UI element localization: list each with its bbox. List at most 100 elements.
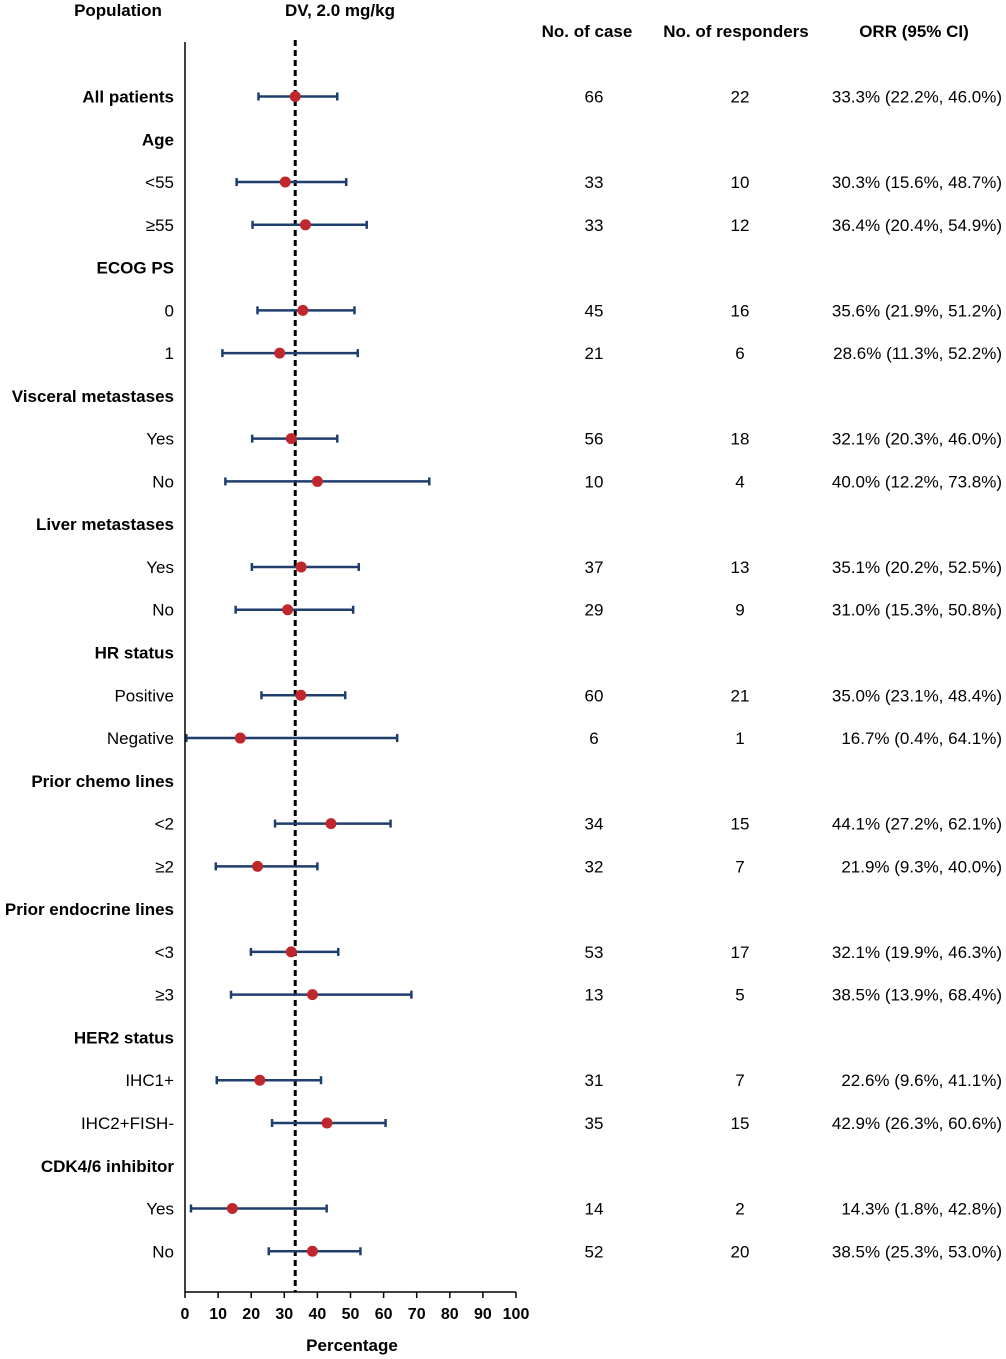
cases-value: 33	[585, 216, 604, 235]
group-label: Age	[142, 130, 174, 149]
responders-value: 4	[735, 472, 744, 491]
x-tick-label: 20	[242, 1306, 260, 1323]
subgroup-label: <55	[145, 173, 174, 192]
estimate-point	[285, 946, 297, 958]
header-responders: No. of responders	[663, 22, 808, 41]
subgroup-label: 0	[165, 301, 174, 320]
rows-layer: All patients 66 22 33.3% (22.2%, 46.0%)Age<…	[5, 40, 1002, 1292]
orr-value: 32.1% (19.9%, 46.3%)	[832, 943, 1002, 962]
subgroup-label: Positive	[114, 686, 174, 705]
responders-value: 7	[735, 857, 744, 876]
responders-value: 20	[731, 1242, 750, 1261]
estimate-point	[234, 732, 246, 744]
orr-value: 30.3% (15.6%, 48.7%)	[832, 173, 1002, 192]
subgroup-label: ≥3	[155, 986, 174, 1005]
orr-value: 33.3% (22.2%, 46.0%)	[832, 88, 1002, 107]
responders-value: 7	[735, 1071, 744, 1090]
subgroup-label: IHC2+FISH-	[81, 1114, 174, 1133]
responders-value: 2	[735, 1200, 744, 1219]
estimate-point	[297, 304, 309, 316]
header-orr: ORR (95% CI)	[859, 22, 969, 41]
orr-value: 14.3% (1.8%, 42.8%)	[841, 1200, 1002, 1219]
responders-value: 15	[731, 815, 750, 834]
subgroup-label: <2	[155, 815, 174, 834]
estimate-point	[254, 1074, 266, 1086]
orr-value: 28.6% (11.3%, 52.2%)	[833, 344, 1002, 363]
cases-value: 60	[585, 686, 604, 705]
subgroup-label: 1	[165, 344, 174, 363]
cases-value: 13	[585, 986, 604, 1005]
subgroup-label: ≥2	[155, 857, 174, 876]
estimate-point	[306, 1245, 318, 1257]
x-tick-label: 30	[275, 1306, 293, 1323]
cases-value: 10	[585, 472, 604, 491]
responders-value: 6	[735, 344, 744, 363]
estimate-point	[321, 1117, 333, 1129]
x-tick-label: 100	[503, 1306, 530, 1323]
x-tick-label: 60	[375, 1306, 393, 1323]
estimate-point	[279, 176, 291, 188]
cases-value: 52	[585, 1242, 604, 1261]
subgroup-label: Yes	[146, 1200, 174, 1219]
responders-value: 10	[731, 173, 750, 192]
responders-value: 13	[731, 558, 750, 577]
header-treatment: DV, 2.0 mg/kg	[285, 1, 395, 20]
orr-value: 16.7% (0.4%, 64.1%)	[841, 729, 1002, 748]
cases-value: 53	[585, 943, 604, 962]
responders-value: 9	[735, 601, 744, 620]
x-tick-label: 0	[181, 1306, 190, 1323]
subgroup-label: ≥55	[146, 216, 174, 235]
group-label: Prior endocrine lines	[5, 900, 174, 919]
group-label: All patients	[82, 88, 174, 107]
group-label: Visceral metastases	[12, 387, 174, 406]
responders-value: 12	[731, 216, 750, 235]
responders-value: 18	[731, 430, 750, 449]
responders-value: 17	[731, 943, 750, 962]
orr-value: 35.0% (23.1%, 48.4%)	[832, 686, 1002, 705]
header-cases: No. of case	[542, 22, 633, 41]
x-tick-label: 80	[441, 1306, 459, 1323]
responders-value: 16	[731, 301, 750, 320]
group-label: Prior chemo lines	[31, 772, 174, 791]
estimate-point	[306, 989, 318, 1001]
cases-value: 29	[585, 601, 604, 620]
subgroup-label: No	[152, 1242, 174, 1261]
axis-layer: 0 10 20 30 40 50 60 70 80 90 100	[181, 42, 530, 1323]
orr-value: 21.9% (9.3%, 40.0%)	[841, 857, 1002, 876]
orr-value: 31.0% (15.3%, 50.8%)	[832, 601, 1002, 620]
subgroup-label: Yes	[146, 430, 174, 449]
orr-value: 38.5% (13.9%, 68.4%)	[832, 986, 1002, 1005]
subgroup-label: Negative	[107, 729, 174, 748]
estimate-point	[289, 91, 301, 102]
cases-value: 31	[585, 1071, 604, 1090]
x-tick-label: 90	[474, 1306, 492, 1323]
orr-value: 32.1% (20.3%, 46.0%)	[832, 430, 1002, 449]
orr-value: 35.1% (20.2%, 52.5%)	[832, 558, 1002, 577]
cases-value: 37	[585, 558, 604, 577]
subgroup-label: No	[152, 472, 174, 491]
estimate-point	[226, 1203, 238, 1215]
orr-value: 42.9% (26.3%, 60.6%)	[832, 1114, 1002, 1133]
cases-value: 14	[585, 1200, 604, 1219]
orr-value: 40.0% (12.2%, 73.8%)	[832, 472, 1002, 491]
cases-value: 45	[585, 301, 604, 320]
group-label: HER2 status	[74, 1028, 174, 1047]
responders-value: 22	[731, 88, 750, 107]
orr-value: 44.1% (27.2%, 62.1%)	[832, 815, 1002, 834]
x-tick-label: 10	[209, 1306, 227, 1323]
estimate-point	[274, 347, 286, 359]
subgroup-label: <3	[155, 943, 174, 962]
responders-value: 1	[735, 729, 744, 748]
group-label: HR status	[95, 644, 174, 663]
x-tick-label: 40	[309, 1306, 327, 1323]
cases-value: 56	[585, 430, 604, 449]
cases-value: 6	[589, 729, 598, 748]
estimate-point	[311, 475, 323, 487]
cases-value: 66	[585, 88, 604, 107]
estimate-point	[251, 860, 263, 872]
responders-value: 21	[731, 686, 750, 705]
subgroup-label: No	[152, 601, 174, 620]
orr-value: 38.5% (25.3%, 53.0%)	[832, 1242, 1002, 1261]
header-population: Population	[74, 1, 162, 20]
